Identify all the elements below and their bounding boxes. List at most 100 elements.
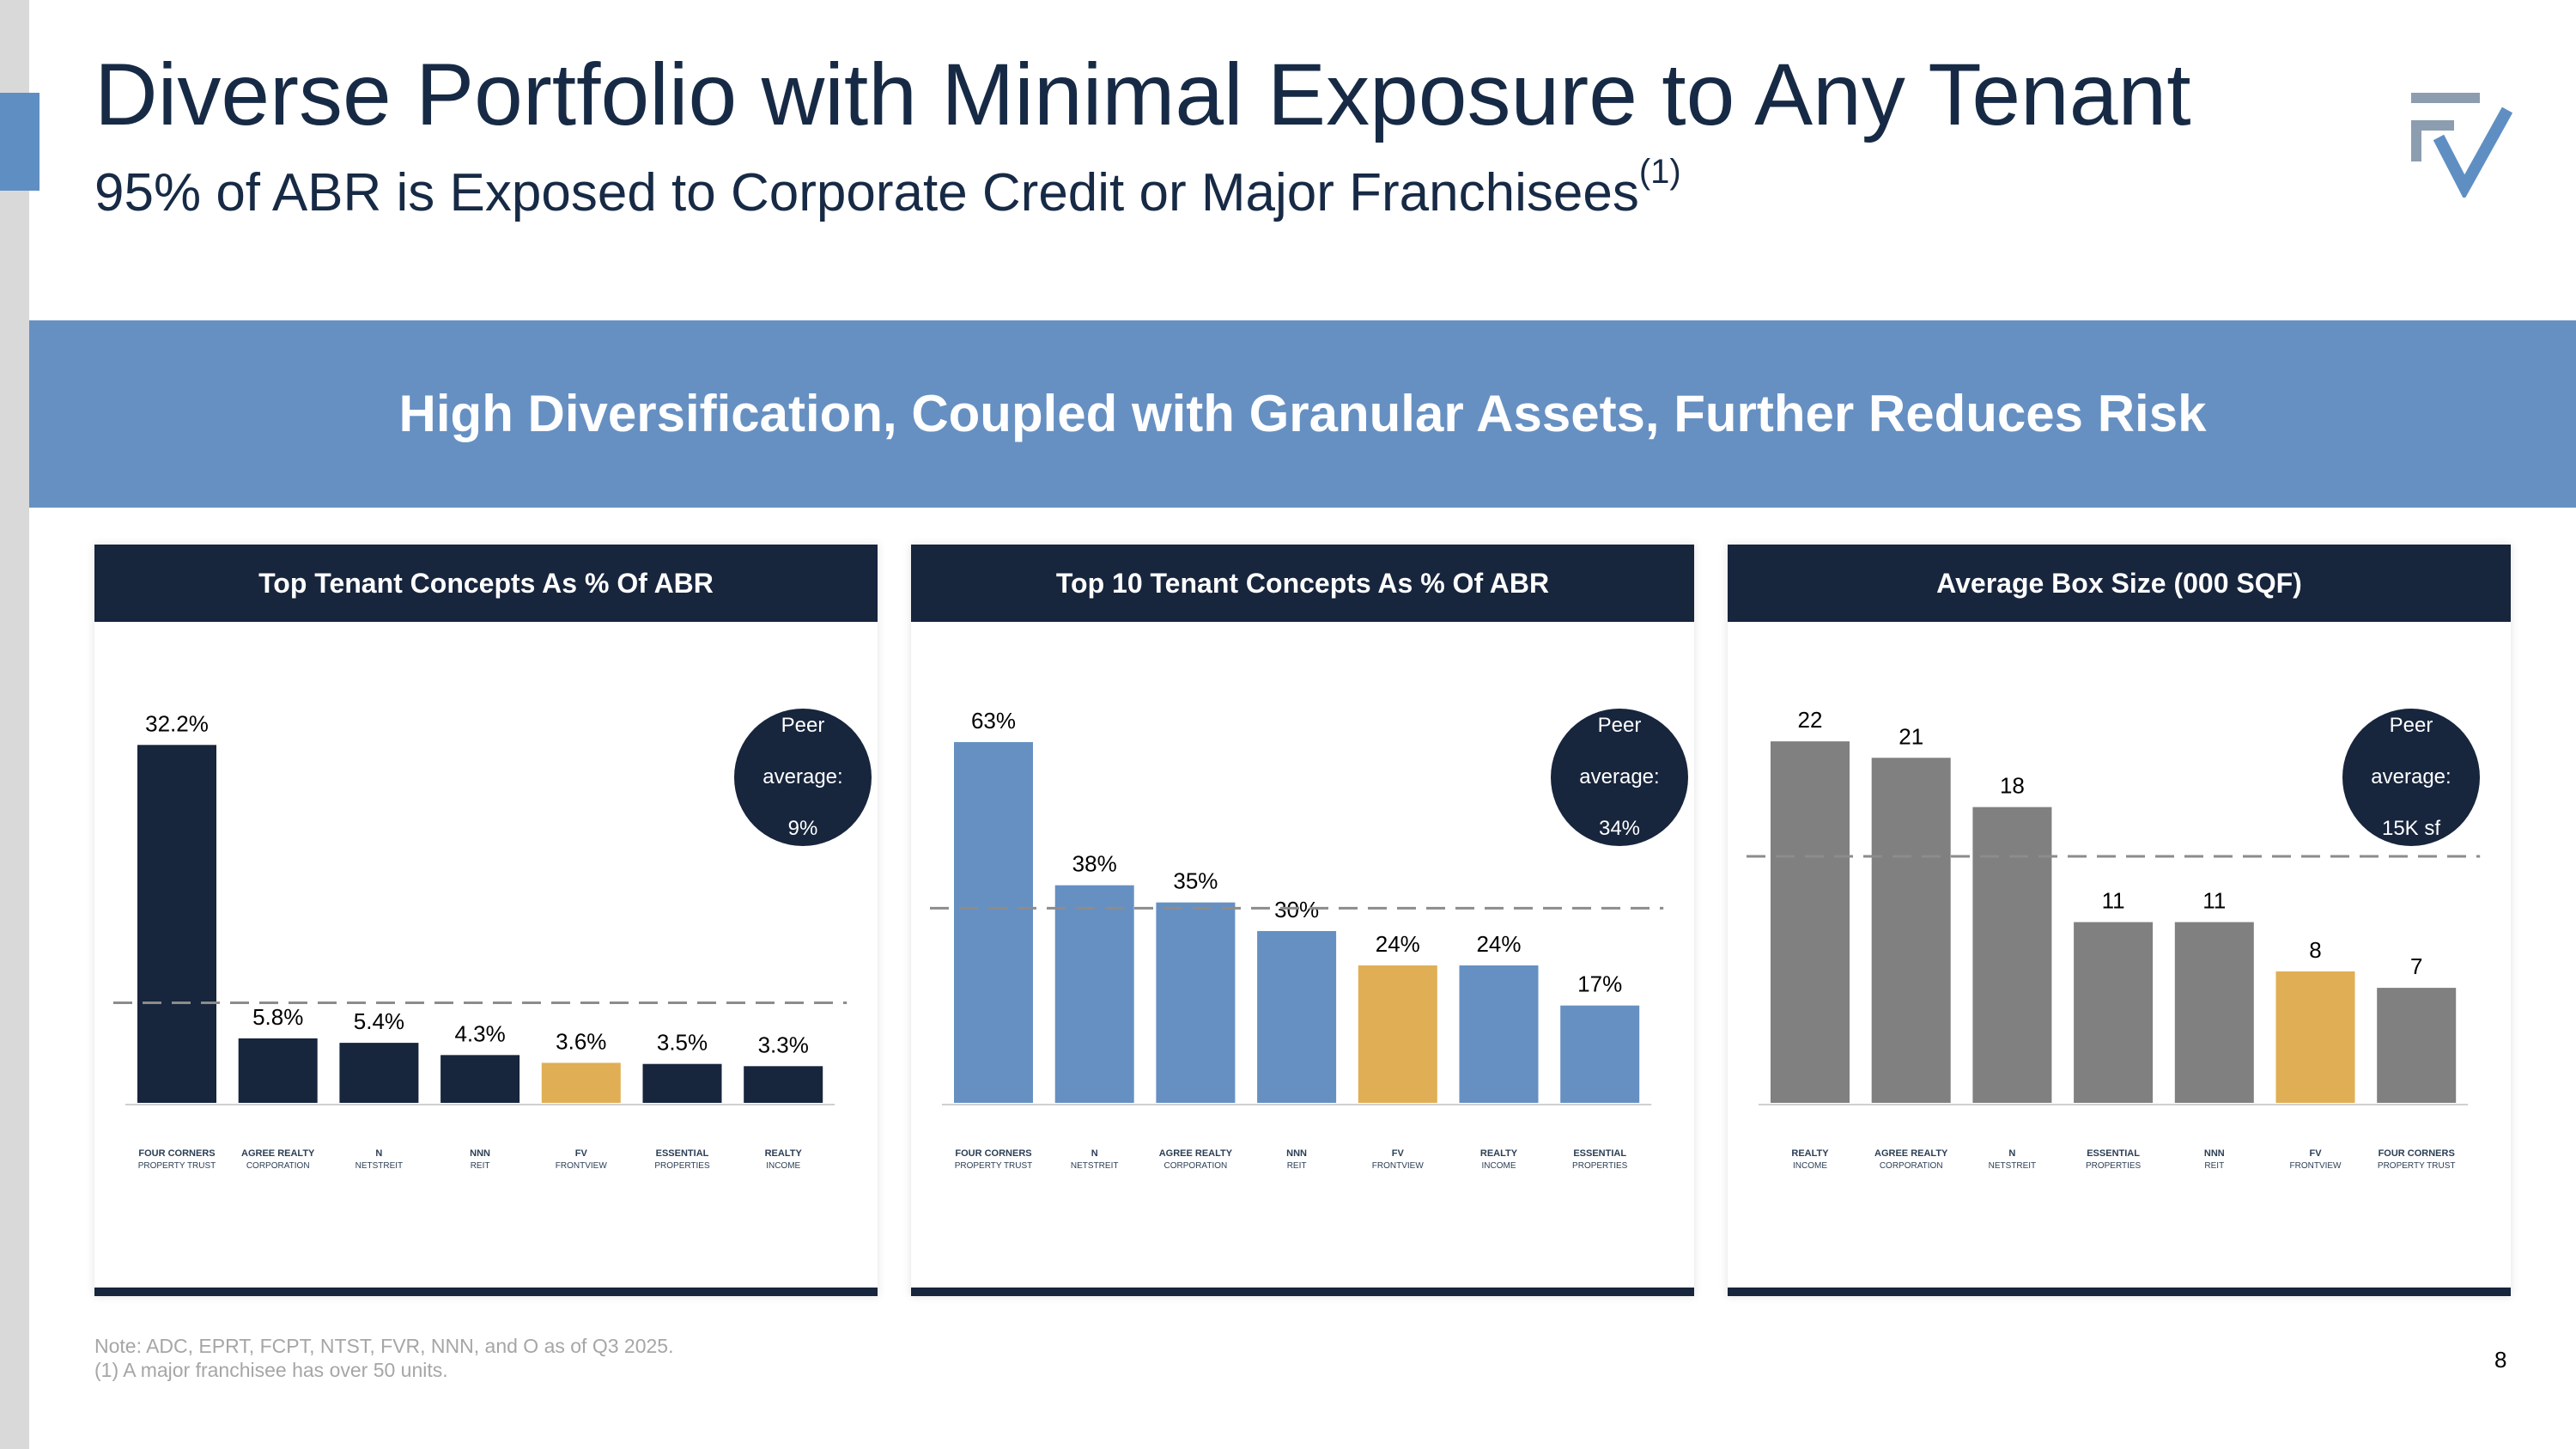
bar (1156, 902, 1236, 1103)
tenant-logo-text: REIT (2204, 1161, 2224, 1171)
chart-panel-top-tenant: Top Tenant Concepts As % Of ABR 32.2% FOU… (94, 545, 878, 1296)
tenant-logo-text: ESSENTIAL (2087, 1148, 2140, 1159)
bar (1560, 1005, 1640, 1103)
chart-title: Average Box Size (000 SQF) (1728, 545, 2511, 622)
chart-top-tenant: 32.2% FOUR CORNERS PROPERTY TRUST 5.8% AGREE… (113, 710, 848, 1171)
page-number: 8 (2494, 1347, 2507, 1373)
tenant-logo-text: CORPORATION (1164, 1161, 1228, 1171)
bar (1871, 758, 1951, 1103)
tenant-logo: N NETSTREIT (1989, 1148, 2037, 1171)
data-label: 24% (1476, 931, 1521, 957)
tenant-logo-text: PROPERTIES (654, 1161, 710, 1171)
data-label: 35% (1173, 868, 1218, 894)
bar (1257, 931, 1337, 1103)
chart-top10-tenant: 63% FOUR CORNERS PROPERTY TRUST 38% N NETSTRE… (930, 708, 1664, 1171)
bar (2174, 922, 2254, 1103)
bar (1459, 965, 1539, 1103)
data-label: 4.3% (454, 1020, 505, 1046)
tenant-logo: AGREE REALTY CORPORATION (1874, 1148, 1948, 1171)
tenant-logo-text: NETSTREIT (1071, 1161, 1119, 1171)
tenant-logo: REALTY INCOME (1480, 1148, 1518, 1171)
tenant-logo-text: REALTY (765, 1148, 803, 1159)
tenant-logo-text: INCOME (1482, 1161, 1516, 1171)
tenant-logo: REALTY INCOME (1791, 1148, 1829, 1171)
tenant-logo: NNN REIT (2204, 1148, 2225, 1171)
tenant-logo-text: PROPERTY TRUST (955, 1161, 1033, 1171)
data-label: 5.8% (252, 1004, 303, 1030)
tenant-logo: NNN REIT (1286, 1148, 1307, 1171)
left-edge-strip (0, 0, 29, 1449)
chart-title: Top 10 Tenant Concepts As % Of ABR (911, 545, 1694, 622)
highlight-banner: High Diversification, Coupled with Granu… (29, 320, 2576, 508)
bar (238, 1038, 318, 1103)
tenant-logo-text: NETSTREIT (355, 1161, 404, 1171)
bar (1054, 885, 1134, 1103)
chart-title: Top Tenant Concepts As % Of ABR (94, 545, 878, 622)
tenant-logo: FV FRONTVIEW (1372, 1148, 1425, 1171)
tenant-logo-text: N (1091, 1148, 1098, 1159)
footnote: Note: ADC, EPRT, FCPT, NTST, FVR, NNN, a… (94, 1334, 673, 1382)
tenant-logo-text: FRONTVIEW (2290, 1161, 2342, 1171)
data-label: 5.4% (354, 1008, 404, 1034)
bar (744, 1066, 823, 1103)
bar (642, 1063, 722, 1103)
tenant-logo-text: REALTY (1791, 1148, 1829, 1159)
tenant-logo-text: PROPERTY TRUST (138, 1161, 216, 1171)
tenant-logo-text: PROPERTIES (1572, 1161, 1628, 1171)
panel-footer-bar (911, 1288, 1694, 1296)
data-label: 30% (1274, 897, 1319, 922)
tenant-logo-text: PROPERTIES (2086, 1161, 2142, 1171)
tenant-logo-text: NNN (470, 1148, 490, 1159)
tenant-logo: ESSENTIAL PROPERTIES (2086, 1148, 2142, 1171)
panel-footer-bar (1728, 1288, 2511, 1296)
subtitle-text: 95% of ABR is Exposed to Corporate Credi… (94, 163, 1639, 222)
tenant-logo: FOUR CORNERS PROPERTY TRUST (138, 1148, 216, 1171)
tenant-logo-text: FV (1392, 1148, 1405, 1159)
tenant-logo-text: NNN (2204, 1148, 2225, 1159)
tenant-logo-text: FOUR CORNERS (2379, 1148, 2455, 1159)
tenant-logo-text: AGREE REALTY (1874, 1148, 1948, 1159)
peer-average-badge: Peer average: 9% (734, 709, 872, 846)
data-label: 32.2% (145, 710, 209, 736)
data-label: 11 (2102, 888, 2125, 914)
tenant-logo: N NETSTREIT (355, 1148, 404, 1171)
tenant-logo-text: FOUR CORNERS (138, 1148, 215, 1159)
bar (2275, 971, 2355, 1103)
tenant-logo-text: N (2008, 1148, 2015, 1159)
tenant-logo: REALTY INCOME (765, 1148, 803, 1171)
page-subtitle: 95% of ABR is Exposed to Corporate Credi… (94, 153, 1681, 223)
tenant-logo-text: REALTY (1480, 1148, 1518, 1159)
data-label: 7 (2410, 953, 2422, 979)
bar (440, 1055, 520, 1103)
data-label: 63% (971, 708, 1016, 734)
tenant-logo-text: FRONTVIEW (556, 1161, 608, 1171)
tenant-logo-text: FV (2309, 1148, 2322, 1159)
tenant-logo-text: FRONTVIEW (1372, 1161, 1425, 1171)
tenant-logo: FOUR CORNERS PROPERTY TRUST (2378, 1148, 2456, 1171)
accent-tab (0, 93, 39, 191)
data-label: 3.6% (556, 1028, 606, 1054)
tenant-logo: FOUR CORNERS PROPERTY TRUST (955, 1148, 1033, 1171)
tenant-logo-text: REIT (471, 1161, 490, 1171)
panel-footer-bar (94, 1288, 878, 1296)
tenant-logo: NNN REIT (470, 1148, 490, 1171)
banner-text: High Diversification, Coupled with Granu… (398, 385, 2207, 442)
tenant-logo-text: NETSTREIT (1989, 1161, 2037, 1171)
peer-average-badge: Peer average: 15K sf (2342, 709, 2480, 846)
bar (541, 1062, 621, 1103)
tenant-logo: FV FRONTVIEW (556, 1148, 608, 1171)
bar (2377, 988, 2457, 1103)
frontview-brand-logo (2411, 93, 2513, 198)
tenant-logo-text: CORPORATION (1880, 1161, 1943, 1171)
tenant-logo: AGREE REALTY CORPORATION (1159, 1148, 1233, 1171)
data-label: 8 (2309, 937, 2321, 963)
tenant-logo: AGREE REALTY CORPORATION (241, 1148, 315, 1171)
data-label: 18 (2000, 773, 2025, 799)
tenant-logo-text: CORPORATION (246, 1161, 310, 1171)
data-label: 24% (1376, 931, 1420, 957)
chart-box-size: 22 REALTY INCOME 21 AGREE REALTY CORPORATION 1… (1747, 707, 2481, 1171)
subtitle-footnote: (1) (1638, 153, 1681, 191)
tenant-logo-text: FOUR CORNERS (955, 1148, 1031, 1159)
tenant-logo: FV FRONTVIEW (2290, 1148, 2342, 1171)
peer-average-badge: Peer average: 34% (1551, 709, 1688, 846)
